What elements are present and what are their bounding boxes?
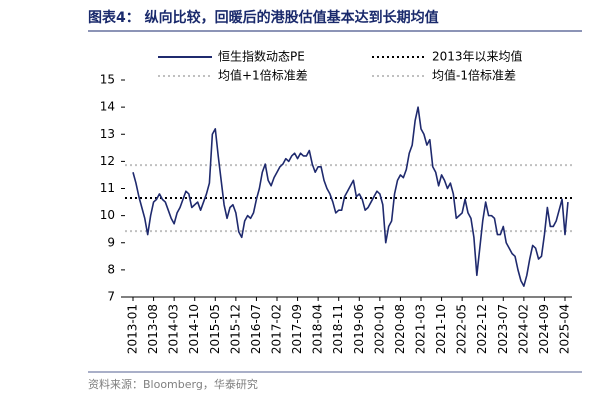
y-tick-label: 15 bbox=[100, 73, 115, 87]
x-tick-label: 2019-06 bbox=[352, 304, 366, 354]
source: 资料来源：Bloomberg，华泰研究 bbox=[88, 377, 258, 391]
x-tick-label: 2018-11 bbox=[331, 304, 345, 354]
y-tick-label: 9 bbox=[107, 235, 115, 249]
x-tick-label: 2024-02 bbox=[516, 304, 530, 354]
x-tick-label: 2022-12 bbox=[475, 304, 489, 354]
x-tick-label: 2015-05 bbox=[208, 304, 222, 354]
y-tick-label: 13 bbox=[100, 127, 115, 141]
legend-label: 均值-1倍标准差 bbox=[432, 68, 516, 83]
y-tick-label: 11 bbox=[100, 181, 115, 195]
x-tick-label: 2023-07 bbox=[496, 304, 510, 354]
x-tick-label: 2024-09 bbox=[537, 304, 551, 354]
legend-label: 均值+1倍标准差 bbox=[218, 68, 308, 83]
x-tick-label: 2016-07 bbox=[249, 304, 263, 354]
x-tick-label: 2013-01 bbox=[126, 304, 140, 354]
x-tick-label: 2020-01 bbox=[372, 304, 386, 354]
x-tick-label: 2013-08 bbox=[146, 304, 160, 354]
y-tick-label: 12 bbox=[100, 154, 115, 168]
legend-label: 2013年以来均值 bbox=[432, 49, 523, 64]
x-tick-label: 2020-08 bbox=[393, 304, 407, 354]
x-tick-label: 2014-03 bbox=[167, 304, 181, 354]
x-tick-label: 2022-05 bbox=[455, 304, 469, 354]
x-tick-label: 2017-02 bbox=[270, 304, 284, 354]
x-tick-label: 2017-09 bbox=[290, 304, 304, 354]
y-tick-label: 14 bbox=[100, 100, 115, 114]
y-tick-label: 10 bbox=[100, 208, 115, 222]
series-line bbox=[132, 106, 569, 287]
x-tick-label: 2021-03 bbox=[414, 304, 428, 354]
x-tick-label: 2015-12 bbox=[228, 304, 242, 354]
legend-label: 恒生指数动态PE bbox=[218, 49, 305, 64]
x-tick-label: 2018-04 bbox=[311, 304, 325, 354]
x-tick-label: 2025-04 bbox=[558, 304, 572, 354]
chart-title: 图表4： 纵向比较，回暖后的港股估值基本达到长期均值 bbox=[88, 9, 439, 26]
x-tick-label: 2014-10 bbox=[187, 304, 201, 354]
y-tick-label: 7 bbox=[107, 290, 115, 304]
x-tick-label: 2021-10 bbox=[434, 304, 448, 354]
y-tick-label: 8 bbox=[107, 262, 115, 276]
